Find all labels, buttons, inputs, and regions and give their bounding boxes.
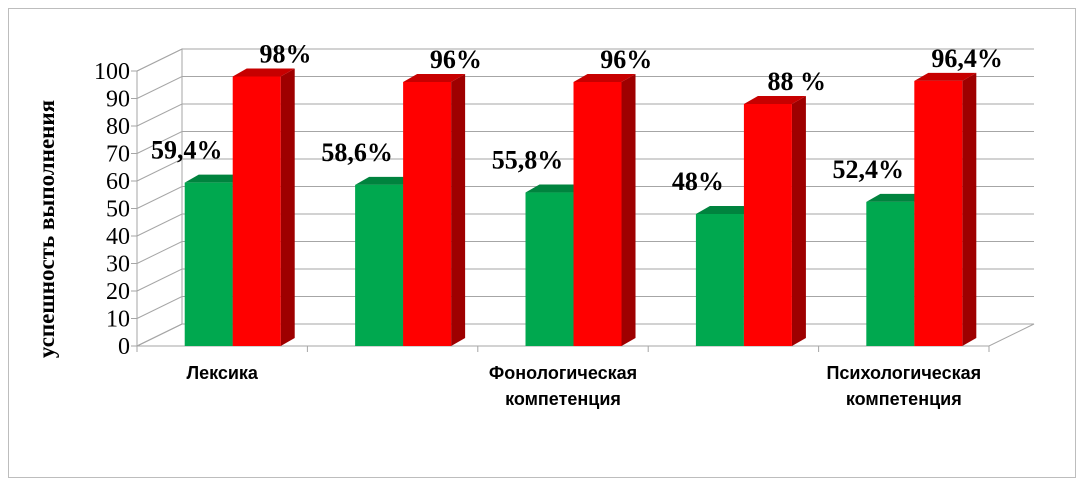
data-label-s1-c2: 58,6% <box>321 138 393 167</box>
data-labels: 59,4% 98% 58,6% 96% 55,8% 96% 48% 88 % 52,4% 96,4… <box>151 40 1003 197</box>
gridline <box>136 48 1034 72</box>
data-label-s1-c3: 55,8% <box>492 146 564 175</box>
y-tick-label: 30 <box>106 252 130 278</box>
chart-frame: 0 10 20 30 40 50 60 70 80 90 100 Лексика Фонологиче… <box>8 8 1076 478</box>
y-tick-label: 70 <box>106 142 130 168</box>
category-label-5: Психологическая <box>826 363 981 383</box>
y-axis-label: успешность выполнения <box>34 100 59 358</box>
data-label-s2-c2: 96% <box>430 45 482 74</box>
category-label-3: компетенция <box>505 389 621 409</box>
y-tick-label: 50 <box>106 197 130 223</box>
data-label-s2-c3: 96% <box>600 45 652 74</box>
y-tick-label: 20 <box>106 279 130 305</box>
bars <box>184 68 977 347</box>
data-label-s2-c5: 96,4% <box>931 44 1003 73</box>
bar-s2-c3 <box>573 74 636 346</box>
bar-s2-c2 <box>403 74 466 346</box>
y-tick-label: 100 <box>94 59 130 85</box>
category-label-5: компетенция <box>846 389 962 409</box>
y-tick-label: 80 <box>106 114 130 140</box>
data-label-s1-c5: 52,4% <box>833 155 905 184</box>
y-tick-label: 0 <box>118 334 130 360</box>
bar-s1-c5 <box>866 193 929 346</box>
gridline <box>136 76 1034 99</box>
category-label-3: Фонологическая <box>489 363 637 383</box>
data-label-s1-c1: 59,4% <box>151 136 223 165</box>
data-label-s2-c4: 88 % <box>767 67 826 96</box>
y-tick-label: 90 <box>106 87 130 113</box>
bar-s2-c4 <box>743 96 806 346</box>
category-labels: Лексика Фонологическая компетенция Психолог… <box>186 363 981 409</box>
bar-s2-c5 <box>914 72 977 347</box>
y-tick-label: 60 <box>106 169 130 195</box>
y-tick-label: 10 <box>106 307 130 333</box>
category-label-1: Лексика <box>186 363 258 383</box>
data-label-s1-c4: 48% <box>672 167 724 196</box>
y-tick-label: 40 <box>106 224 130 250</box>
data-label-s2-c1: 98% <box>260 40 312 69</box>
bar-s2-c1 <box>232 68 295 346</box>
